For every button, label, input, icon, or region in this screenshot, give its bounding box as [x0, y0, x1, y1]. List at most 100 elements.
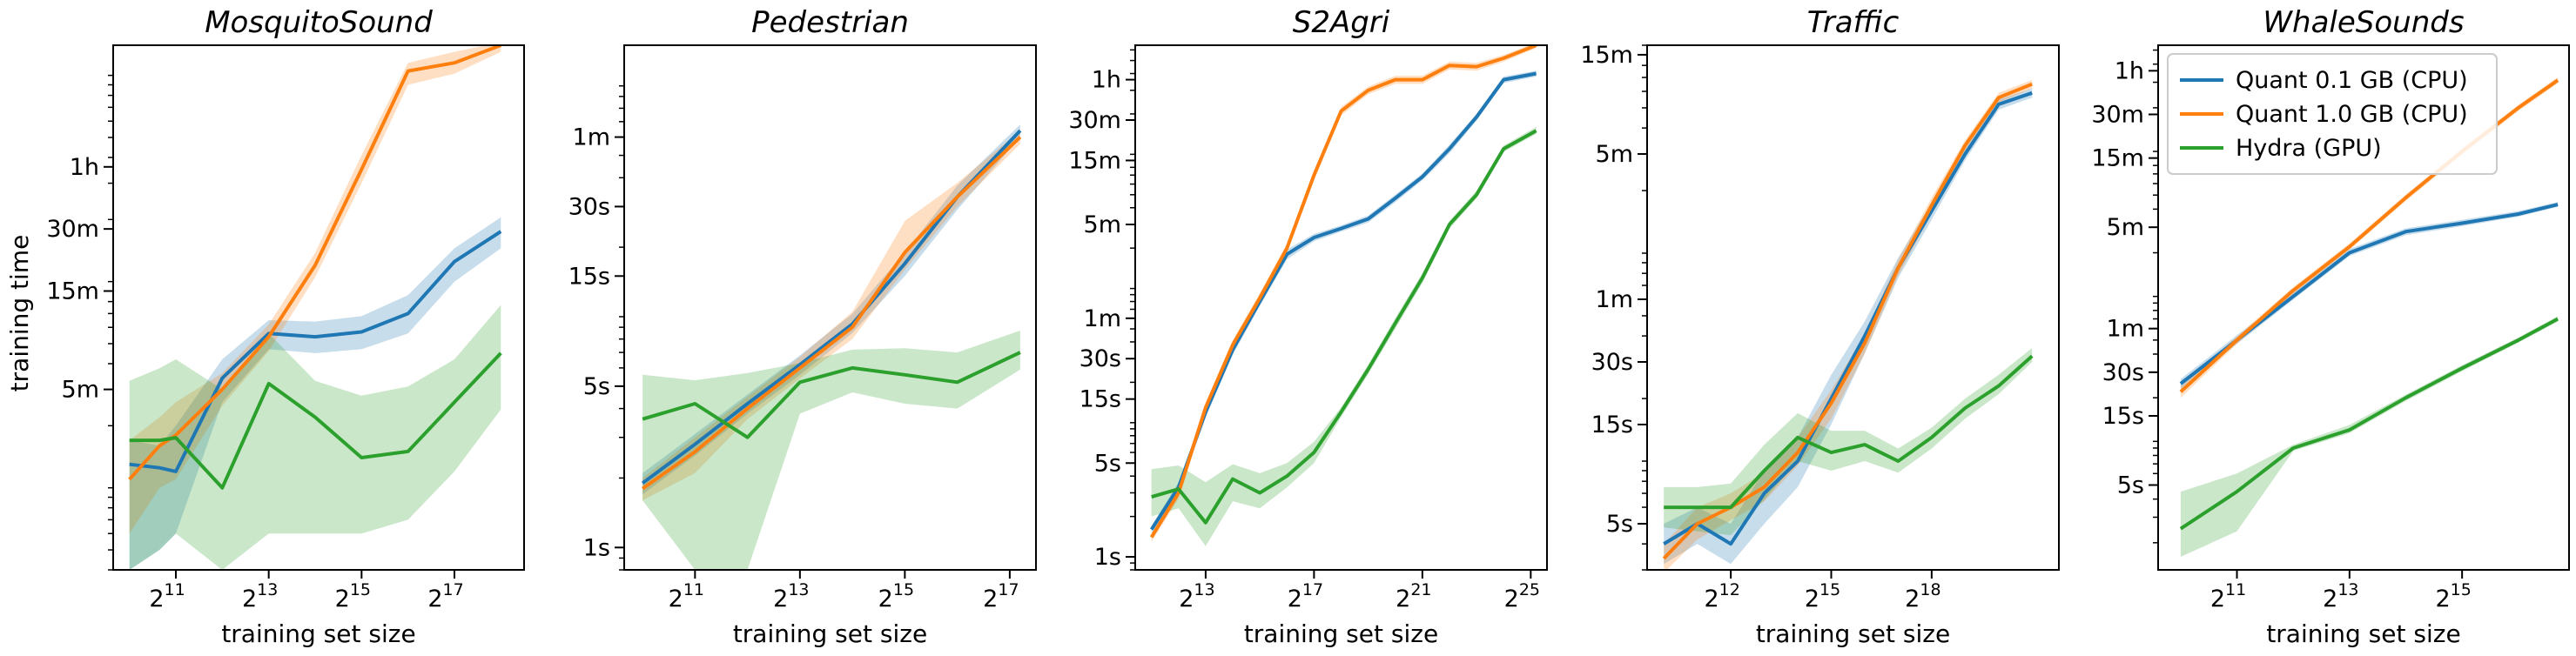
series-line-0 — [1150, 71, 1537, 531]
y-tick-label: 30s — [1079, 345, 1121, 372]
y-tick-label: 30s — [2102, 359, 2144, 386]
x-axis-label: training set size — [2266, 619, 2460, 648]
legend: Quant 0.1 GB (CPU) Quant 1.0 GB (CPU) Hydr… — [2167, 53, 2498, 175]
confidence-band-2 — [1664, 348, 2033, 536]
x-tick-label: 211 — [669, 580, 704, 612]
y-tick-label: 5s — [583, 373, 610, 400]
series-line-2 — [129, 351, 502, 490]
series-line-1 — [1662, 82, 2033, 560]
y-tick-label: 15m — [1580, 42, 1633, 69]
plot-area — [641, 124, 1022, 570]
x-axis-label: training set size — [1756, 619, 1950, 648]
legend-box — [2167, 53, 2498, 175]
x-tick-label: 221 — [1396, 580, 1431, 612]
x-tick-label: 218 — [1905, 580, 1940, 612]
y-tick-label: 15m — [2091, 145, 2144, 172]
y-tick-label: 1m — [1084, 305, 1121, 332]
axes-frame — [2157, 44, 2570, 571]
plot-area — [1662, 80, 2034, 570]
x-tick-label: 213 — [242, 580, 278, 612]
panel-title: WhaleSounds — [2263, 5, 2464, 40]
panel-whalesounds: 5s 15s 30s 1m 5m 15m 30m 1h 211 213 215 WhaleSounds… — [2091, 5, 2570, 648]
series-line-1 — [641, 136, 1022, 491]
x-tick-label: 215 — [878, 580, 914, 612]
y-axis-label: training time — [5, 235, 34, 392]
x-tick-label: 225 — [1504, 580, 1540, 612]
panels: 5m 15m 30m 1h 211 213 215 217 MosquitoSound train… — [46, 5, 2570, 648]
y-tick-label: 5s — [1094, 450, 1121, 477]
y-tick-label: 5s — [2117, 472, 2144, 499]
legend-label: Quant 0.1 GB (CPU) — [2236, 67, 2468, 94]
series-line-1 — [1149, 45, 1537, 539]
panel-mosquitosound: 5m 15m 30m 1h 211 213 215 217 MosquitoSound train… — [46, 5, 525, 648]
panel-s2agri: 1s 5s 15s 30s 1m 5m 15m 30m 1h 213 217 221 225 S2Agri… — [1068, 5, 1548, 648]
y-tick-label: 1s — [1094, 544, 1121, 571]
series-line-2 — [1151, 129, 1537, 525]
y-tick-label: 30m — [2091, 102, 2144, 129]
confidence-band-0 — [642, 124, 1020, 495]
confidence-band-2 — [2180, 316, 2559, 557]
y-tick-label: 1s — [583, 534, 610, 561]
y-tick-label: 30m — [46, 216, 99, 243]
y-tick-label: 15m — [1068, 147, 1121, 174]
x-tick-label: 211 — [149, 580, 185, 612]
x-axis-label: training set size — [733, 619, 927, 648]
y-tick-label: 5m — [1596, 141, 1633, 168]
plot-area — [128, 45, 502, 570]
confidence-band-0 — [1151, 70, 1537, 533]
x-tick-label: 215 — [335, 580, 371, 612]
x-tick-label: 213 — [773, 580, 809, 612]
panel-traffic: 5s 15s 30s 1m 5m 15m 212 215 218 Traffic training … — [1580, 5, 2060, 648]
confidence-band-2 — [642, 331, 1020, 570]
confidence-band-0 — [129, 217, 501, 570]
y-tick-label: 1h — [1092, 67, 1121, 94]
y-tick-label: 30m — [1068, 107, 1121, 134]
panel-title: S2Agri — [1293, 5, 1390, 40]
y-tick-label: 15s — [2102, 403, 2144, 430]
axes-frame — [112, 44, 525, 571]
panel-pedestrian: 1s 5s 15s 30s 1m 211 213 215 217 Pedestrian traini… — [568, 5, 1037, 648]
x-tick-label: 217 — [427, 580, 463, 612]
y-tick-label: 15s — [1079, 386, 1121, 413]
axes-frame — [1646, 44, 2060, 571]
y-tick-label: 1m — [573, 124, 610, 151]
series-line-2 — [2179, 317, 2559, 531]
x-tick-label: 211 — [2210, 580, 2246, 612]
y-tick-label: 15s — [1591, 412, 1633, 438]
x-tick-label: 215 — [2435, 580, 2471, 612]
y-tick-label: 5m — [62, 377, 99, 404]
series-line-2 — [642, 351, 1021, 439]
y-tick-label: 5m — [2107, 214, 2144, 241]
series-line-2 — [1664, 354, 2034, 510]
y-tick-label: 1h — [2115, 57, 2144, 84]
y-tick-label: 5s — [1606, 511, 1633, 538]
x-tick-label: 213 — [2323, 580, 2358, 612]
axes-frame — [1134, 44, 1548, 571]
series-line-1 — [2179, 78, 2559, 393]
x-tick-label: 212 — [1704, 580, 1739, 612]
plot-area — [1149, 45, 1537, 546]
y-tick-label: 15s — [568, 263, 610, 290]
y-tick-label: 1m — [1596, 286, 1633, 313]
y-tick-label: 15m — [46, 278, 99, 305]
x-tick-label: 217 — [983, 580, 1019, 612]
y-tick-label: 30s — [568, 193, 610, 220]
panel-title: MosquitoSound — [205, 5, 433, 40]
y-tick-label: 30s — [1591, 349, 1633, 376]
x-tick-label: 215 — [1805, 580, 1840, 612]
series-line-0 — [1663, 90, 2033, 546]
legend-label: Hydra (GPU) — [2236, 135, 2382, 162]
series-line-0 — [129, 230, 502, 473]
confidence-band-2 — [129, 305, 501, 570]
y-tick-label: 1m — [2107, 316, 2144, 343]
x-tick-label: 213 — [1179, 580, 1214, 612]
axes-frame — [623, 44, 1037, 571]
confidence-band-1 — [642, 131, 1020, 501]
confidence-band-1 — [2180, 77, 2559, 398]
legend-label: Quant 1.0 GB (CPU) — [2236, 101, 2468, 128]
panel-title: Pedestrian — [751, 5, 909, 40]
x-axis-label: training set size — [221, 619, 415, 648]
y-tick-label: 5m — [1084, 211, 1121, 238]
confidence-band-0 — [1664, 88, 2033, 565]
